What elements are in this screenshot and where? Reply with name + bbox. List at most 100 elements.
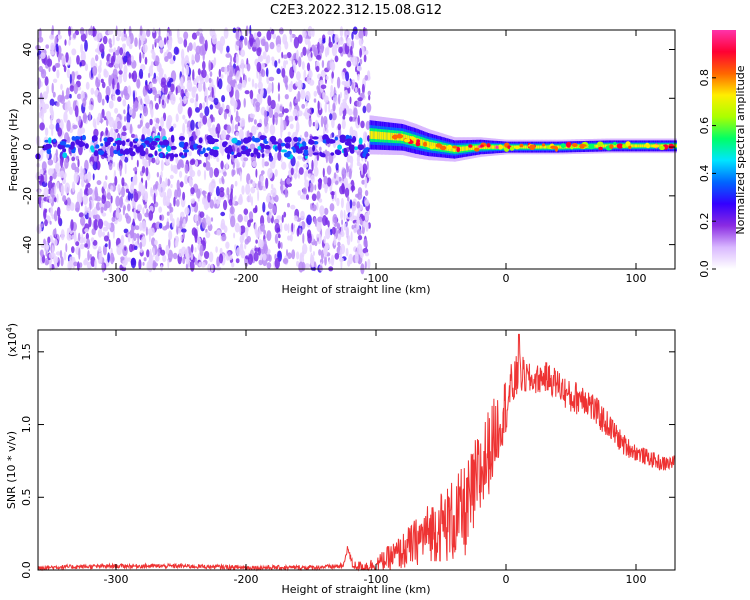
- noise-blob: [183, 95, 187, 105]
- noise-blob: [81, 233, 84, 242]
- noise-blob: [297, 110, 303, 117]
- noise-blob: [240, 117, 246, 127]
- noise-blob: [83, 259, 87, 266]
- noise-blob: [262, 186, 267, 192]
- noise-blob: [98, 246, 102, 253]
- noise-blob: [76, 74, 82, 80]
- band-segment: [372, 131, 374, 139]
- noise-blob: [266, 54, 271, 64]
- noise-blob: [235, 115, 241, 123]
- band-segment: [386, 132, 389, 140]
- noise-blob: [99, 59, 102, 67]
- noise-blob: [311, 193, 317, 202]
- noise-blob: [254, 205, 258, 213]
- band-segment: [470, 145, 473, 150]
- noise-blob: [267, 95, 272, 107]
- noise-center-blob: [182, 149, 190, 153]
- band-segment: [463, 146, 465, 151]
- band-hotspot: [396, 134, 404, 139]
- noise-blob: [340, 91, 342, 99]
- noise-blob: [86, 207, 91, 214]
- noise-blob: [66, 205, 71, 212]
- band-hotspot: [597, 141, 604, 147]
- noise-blob: [59, 249, 63, 259]
- noise-blob: [38, 65, 43, 73]
- noise-blob: [316, 190, 321, 201]
- noise-blob: [260, 38, 266, 47]
- noise-center-blob: [95, 144, 100, 149]
- noise-blob: [199, 103, 203, 111]
- noise-blob: [49, 220, 52, 225]
- noise-blob: [132, 103, 136, 110]
- noise-blob: [273, 218, 280, 225]
- band-segment: [473, 145, 476, 150]
- noise-blob: [169, 174, 174, 180]
- noise-blob: [142, 105, 149, 117]
- noise-blob: [51, 82, 54, 94]
- noise-blob: [351, 81, 354, 90]
- noise-blob: [277, 240, 281, 249]
- y-tick-label: 0.0: [20, 561, 33, 579]
- noise-blob: [202, 115, 208, 125]
- noise-blob: [257, 247, 261, 256]
- band-hotspot: [509, 146, 515, 151]
- noise-blob: [274, 233, 278, 244]
- noise-blob: [323, 37, 326, 43]
- noise-blob: [338, 36, 344, 46]
- noise-blob: [170, 206, 174, 213]
- noise-blob: [337, 233, 342, 241]
- noise-blob: [192, 69, 195, 82]
- noise-center-blob: [297, 137, 302, 142]
- noise-blob: [266, 262, 272, 269]
- noise-blob: [277, 93, 281, 102]
- noise-blob: [121, 177, 125, 187]
- noise-blob: [346, 37, 352, 47]
- noise-blob: [138, 259, 142, 270]
- noise-blob: [87, 171, 92, 182]
- noise-blob: [361, 179, 366, 185]
- noise-blob: [333, 172, 337, 179]
- noise-blob: [189, 175, 192, 184]
- band-hotspot: [519, 143, 524, 148]
- noise-blob: [152, 78, 158, 84]
- noise-blob: [257, 31, 262, 38]
- noise-blob: [269, 209, 273, 219]
- noise-blob: [325, 154, 328, 164]
- noise-blob: [145, 147, 149, 155]
- noise-blob: [56, 181, 60, 190]
- noise-blob: [196, 188, 201, 199]
- noise-blob: [122, 99, 127, 107]
- noise-blob: [152, 247, 155, 258]
- noise-blob: [100, 112, 103, 125]
- noise-center-blob: [345, 138, 353, 142]
- band-hotspot: [613, 141, 617, 146]
- noise-blob: [52, 78, 58, 84]
- noise-blob: [200, 261, 206, 268]
- noise-blob: [289, 234, 293, 242]
- noise-blob: [262, 201, 266, 213]
- noise-blob: [302, 46, 307, 56]
- noise-blob: [191, 54, 195, 66]
- noise-blob: [181, 246, 187, 255]
- noise-blob: [352, 26, 358, 35]
- noise-blob: [347, 196, 350, 202]
- noise-blob: [146, 29, 151, 38]
- noise-blob: [82, 194, 89, 205]
- noise-blob: [101, 81, 106, 89]
- noise-blob: [132, 70, 138, 83]
- noise-blob: [56, 101, 60, 107]
- noise-blob: [124, 92, 130, 100]
- noise-blob: [103, 70, 109, 78]
- noise-center-blob: [301, 141, 307, 148]
- noise-blob: [221, 95, 226, 103]
- noise-blob: [92, 214, 98, 220]
- noise-blob: [245, 183, 251, 195]
- noise-blob: [199, 35, 205, 45]
- noise-blob: [348, 253, 353, 265]
- noise-blob: [142, 43, 148, 54]
- noise-blob: [356, 154, 360, 164]
- noise-center-blob: [134, 138, 139, 142]
- x-tick-label: 0: [503, 573, 510, 586]
- noise-blob: [73, 230, 77, 238]
- x-tick-label: -200: [234, 573, 259, 586]
